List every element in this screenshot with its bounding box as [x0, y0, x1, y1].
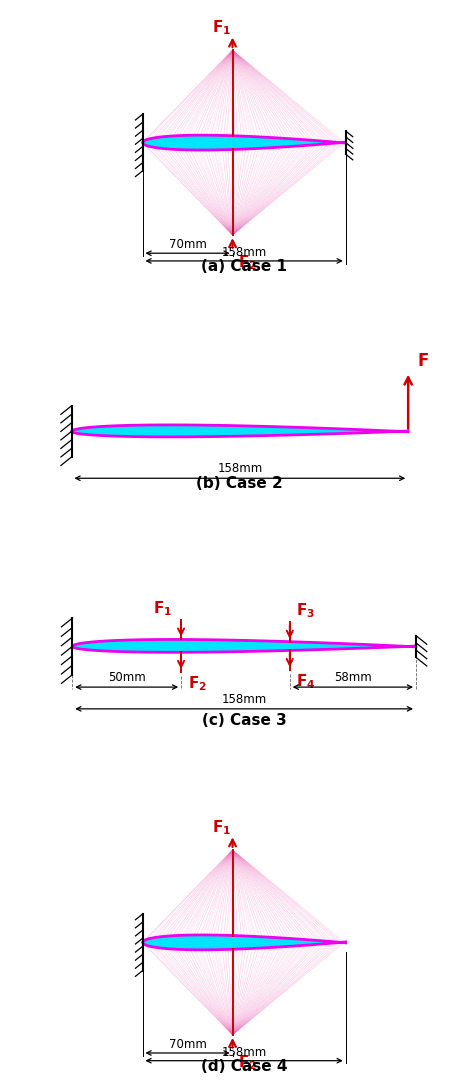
- Text: $\mathbf{F}$: $\mathbf{F}$: [417, 351, 428, 370]
- Text: $\mathbf{F_2}$: $\mathbf{F_2}$: [188, 674, 207, 692]
- Polygon shape: [143, 135, 346, 150]
- Text: $\mathbf{F_1}$: $\mathbf{F_1}$: [212, 819, 231, 837]
- Text: $\mathbf{F_1}$: $\mathbf{F_1}$: [153, 599, 172, 617]
- Text: 158mm: 158mm: [221, 1046, 267, 1059]
- Text: $\mathbf{F_1}$: $\mathbf{F_1}$: [212, 18, 231, 37]
- Text: $\mathbf{F_2}$: $\mathbf{F_2}$: [237, 253, 257, 272]
- Text: $\mathbf{F_4}$: $\mathbf{F_4}$: [296, 672, 316, 691]
- Text: $\mathbf{F_3}$: $\mathbf{F_3}$: [296, 601, 315, 620]
- Polygon shape: [143, 935, 346, 950]
- Text: 158mm: 158mm: [217, 462, 263, 475]
- Text: 158mm: 158mm: [221, 692, 267, 705]
- Text: (a) Case 1: (a) Case 1: [201, 259, 287, 274]
- Text: (c) Case 3: (c) Case 3: [202, 713, 286, 728]
- Text: 50mm: 50mm: [108, 671, 146, 684]
- Text: 70mm: 70mm: [169, 1038, 207, 1051]
- Text: 70mm: 70mm: [169, 238, 207, 251]
- Text: 158mm: 158mm: [221, 246, 267, 259]
- Polygon shape: [72, 425, 408, 437]
- Text: $\mathbf{F_2}$: $\mathbf{F_2}$: [237, 1053, 257, 1072]
- Text: (d) Case 4: (d) Case 4: [201, 1059, 287, 1074]
- Polygon shape: [73, 639, 416, 652]
- Text: 58mm: 58mm: [334, 671, 372, 684]
- Text: (b) Case 2: (b) Case 2: [197, 476, 283, 491]
